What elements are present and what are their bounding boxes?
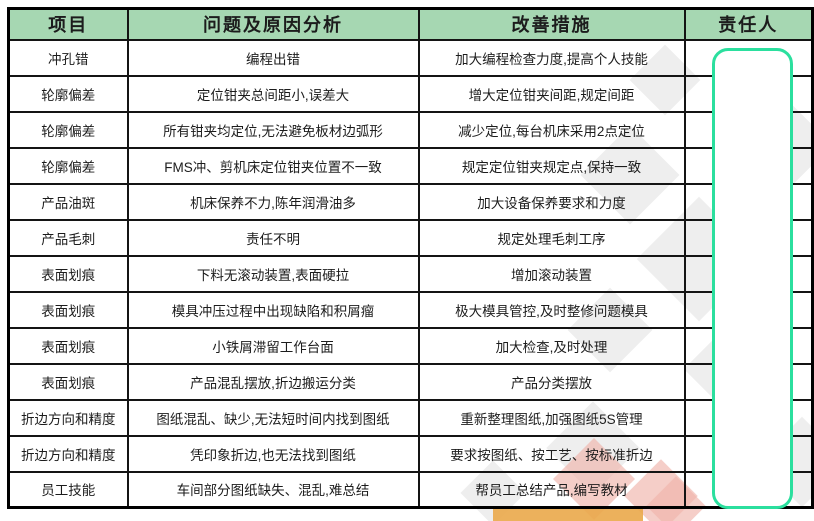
table-row: 表面划痕 模具冲压过程中出现缺陷和积屑瘤 极大模具管控,及时整修问题模具 [7, 290, 814, 329]
table-row: 轮廓偏差 FMS冲、剪机床定位钳夹位置不一致 规定定位钳夹规定点,保持一致 [7, 146, 814, 185]
item-cell: 表面划痕 [7, 254, 129, 293]
item-cell: 冲孔错 [7, 38, 129, 77]
item-cell: 员工技能 [7, 470, 129, 509]
measure-cell: 增大定位钳夹间距,规定间距 [417, 74, 686, 113]
owner-redaction-box [712, 48, 793, 509]
problem-cell: 责任不明 [126, 218, 420, 257]
item-cell: 产品油斑 [7, 182, 129, 221]
problem-cell: 模具冲压过程中出现缺陷和积屑瘤 [126, 290, 420, 329]
table-row: 折边方向和精度 凭印象折边,也无法找到图纸 要求按图纸、按工艺、按标准折边 [7, 434, 814, 473]
problem-cell: 编程出错 [126, 38, 420, 77]
table-row: 表面划痕 小铁屑滞留工作台面 加大检查,及时处理 [7, 326, 814, 365]
measure-cell: 增加滚动装置 [417, 254, 686, 293]
item-cell: 轮廓偏差 [7, 110, 129, 149]
item-cell: 轮廓偏差 [7, 146, 129, 185]
table-row: 员工技能 车间部分图纸缺失、混乱,难总结 帮员工总结产品,编写教材 [7, 470, 814, 509]
col-header-owner: 责任人 [683, 7, 814, 41]
table-row: 表面划痕 下料无滚动装置,表面硬拉 增加滚动装置 [7, 254, 814, 293]
qc-improvement-table: 项目 问题及原因分析 改善措施 责任人 冲孔错 编程出错 加大编程检查力度,提高个人… [7, 7, 814, 509]
item-cell: 表面划痕 [7, 326, 129, 365]
problem-cell: 下料无滚动装置,表面硬拉 [126, 254, 420, 293]
measure-cell: 产品分类摆放 [417, 362, 686, 401]
table-row: 产品油斑 机床保养不力,陈年润滑油多 加大设备保养要求和力度 [7, 182, 814, 221]
problem-cell: FMS冲、剪机床定位钳夹位置不一致 [126, 146, 420, 185]
measure-cell: 加大编程检查力度,提高个人技能 [417, 38, 686, 77]
problem-cell: 机床保养不力,陈年润滑油多 [126, 182, 420, 221]
measure-cell: 帮员工总结产品,编写教材 [417, 470, 686, 509]
item-cell: 折边方向和精度 [7, 398, 129, 437]
measure-cell: 重新整理图纸,加强图纸5S管理 [417, 398, 686, 437]
measure-cell: 加大检查,及时处理 [417, 326, 686, 365]
item-cell: 表面划痕 [7, 362, 129, 401]
watermark-orange-bar [493, 509, 643, 521]
table-row: 产品毛刺 责任不明 规定处理毛刺工序 [7, 218, 814, 257]
item-cell: 表面划痕 [7, 290, 129, 329]
item-cell: 轮廓偏差 [7, 74, 129, 113]
table-row: 轮廓偏差 所有钳夹均定位,无法避免板材边弧形 减少定位,每台机床采用2点定位 [7, 110, 814, 149]
table-row: 折边方向和精度 图纸混乱、缺少,无法短时间内找到图纸 重新整理图纸,加强图纸5S管理 [7, 398, 814, 437]
header-row: 项目 问题及原因分析 改善措施 责任人 [7, 7, 814, 41]
item-cell: 折边方向和精度 [7, 434, 129, 473]
item-cell: 产品毛刺 [7, 218, 129, 257]
measure-cell: 规定定位钳夹规定点,保持一致 [417, 146, 686, 185]
col-header-measure: 改善措施 [417, 7, 686, 41]
problem-cell: 所有钳夹均定位,无法避免板材边弧形 [126, 110, 420, 149]
measure-cell: 要求按图纸、按工艺、按标准折边 [417, 434, 686, 473]
measure-cell: 加大设备保养要求和力度 [417, 182, 686, 221]
problem-cell: 小铁屑滞留工作台面 [126, 326, 420, 365]
table-row: 冲孔错 编程出错 加大编程检查力度,提高个人技能 [7, 38, 814, 77]
table-row: 轮廓偏差 定位钳夹总间距小,误差大 增大定位钳夹间距,规定间距 [7, 74, 814, 113]
col-header-problem: 问题及原因分析 [126, 7, 420, 41]
problem-cell: 产品混乱摆放,折边搬运分类 [126, 362, 420, 401]
problem-cell: 凭印象折边,也无法找到图纸 [126, 434, 420, 473]
measure-cell: 极大模具管控,及时整修问题模具 [417, 290, 686, 329]
problem-cell: 定位钳夹总间距小,误差大 [126, 74, 420, 113]
measure-cell: 减少定位,每台机床采用2点定位 [417, 110, 686, 149]
problem-cell: 车间部分图纸缺失、混乱,难总结 [126, 470, 420, 509]
problem-cell: 图纸混乱、缺少,无法短时间内找到图纸 [126, 398, 420, 437]
measure-cell: 规定处理毛刺工序 [417, 218, 686, 257]
col-header-item: 项目 [7, 7, 129, 41]
table-row: 表面划痕 产品混乱摆放,折边搬运分类 产品分类摆放 [7, 362, 814, 401]
